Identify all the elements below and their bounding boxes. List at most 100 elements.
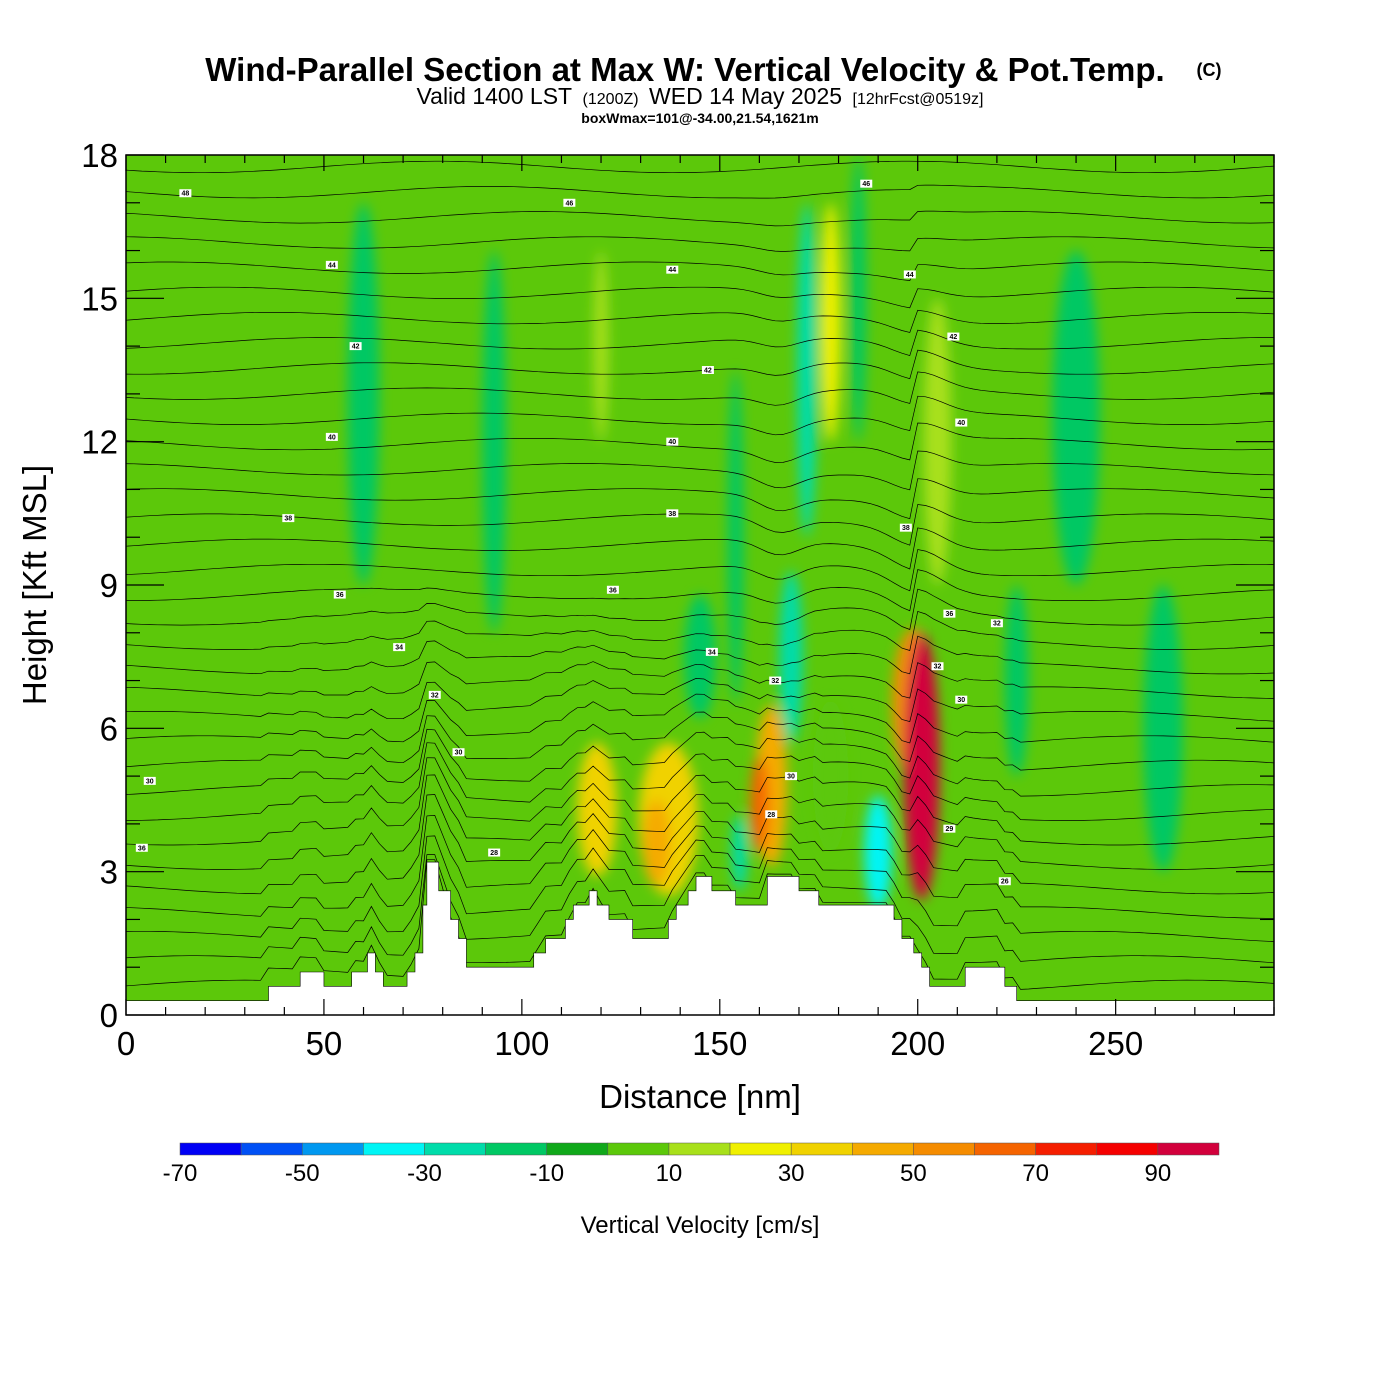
colorbar-label: 70 — [1022, 1160, 1049, 1187]
velocity-cell — [684, 594, 716, 719]
colorbar-segment — [546, 1142, 609, 1156]
isentrope-label: 42 — [704, 368, 712, 375]
isentrope-label-bg — [955, 418, 968, 427]
isentrope-line — [126, 635, 1274, 675]
isentrope-line — [126, 160, 1274, 174]
isentrope-label: 30 — [146, 778, 154, 785]
isentrope-label-bg — [428, 690, 441, 699]
isentrope-line — [126, 349, 1274, 380]
isentrope-label-bg — [990, 619, 1003, 628]
isentrope-label: 26 — [1001, 879, 1009, 886]
isentrope-label: 30 — [957, 697, 965, 704]
colorbar-label: 30 — [778, 1160, 805, 1187]
colorbar-segment — [607, 1142, 670, 1156]
isentrope-line — [126, 757, 1274, 846]
velocity-cell — [727, 370, 744, 705]
velocity-cell — [779, 570, 803, 743]
colorbar-segment — [913, 1142, 975, 1156]
isentrope-line — [126, 678, 1274, 723]
velocity-cell — [1004, 585, 1029, 777]
isentrope-label: 28 — [490, 850, 498, 857]
isentrope-label-bg — [785, 772, 798, 781]
velocity-cell — [482, 250, 507, 633]
colorbar-segment — [424, 1142, 486, 1156]
isentrope-label: 44 — [906, 272, 914, 279]
x-axis: 0 50 100 150 200 250 — [117, 155, 1275, 1062]
isentrope-label-bg — [943, 609, 956, 618]
isentrope-label: 36 — [336, 592, 344, 599]
isentrope-label-bg — [325, 432, 338, 441]
isentrope-line — [126, 859, 1274, 990]
isentrope-line — [126, 794, 1274, 895]
y-tick-label: 0 — [100, 997, 118, 1034]
terrain-mask — [126, 861, 1274, 1015]
isentrope-label-bg — [488, 848, 501, 857]
chart-subtitle: Valid 1400 LST (1200Z) WED 14 May 2025 [… — [417, 83, 984, 109]
isentrope-line — [126, 371, 1274, 406]
velocity-cell — [864, 795, 892, 910]
velocity-cell — [820, 202, 841, 442]
isentrope-label-bg — [955, 695, 968, 704]
isentrope-line — [126, 236, 1274, 252]
x-tick-label: 100 — [494, 1025, 549, 1062]
isentrope-label-bg — [705, 647, 718, 656]
isentrope-line — [126, 549, 1274, 592]
isentrope-line — [126, 774, 1274, 870]
velocity-cell — [796, 202, 817, 538]
isentrope-label: 34 — [708, 649, 716, 656]
colorbar-label: -50 — [285, 1160, 320, 1187]
isentrope-label-bg — [998, 877, 1011, 886]
isentrope-line — [126, 286, 1274, 309]
plot-area: 48 46 46 44 44 44 42 42 42 40 40 40 38 38 38 36 36 36 32 34… — [126, 155, 1274, 1015]
x-axis-title: Distance [nm] — [599, 1078, 801, 1115]
isentrope-label: 32 — [771, 678, 779, 685]
isentrope-label-bg — [666, 509, 679, 518]
y-tick-label: 18 — [81, 137, 118, 174]
colorbar-segment — [363, 1142, 425, 1156]
isentrope-label-bg — [325, 260, 338, 269]
colorbar-segment — [1096, 1142, 1159, 1156]
x-tick-label: 250 — [1088, 1025, 1143, 1062]
isentrope-label: 40 — [668, 439, 676, 446]
velocity-cell — [642, 800, 671, 886]
isentrope-line — [126, 309, 1274, 333]
chart-note: boxWmax=101@-34.00,21.54,1621m — [581, 110, 818, 126]
chart-title: Wind-Parallel Section at Max W: Vertical… — [205, 51, 1164, 88]
velocity-cell — [593, 250, 609, 442]
velocity-cell — [903, 632, 940, 901]
isentrope-label-bg — [135, 843, 148, 852]
x-tick-label: 200 — [890, 1025, 945, 1062]
isentrope-label-bg — [947, 332, 960, 341]
isentrope-label: 32 — [993, 621, 1001, 628]
subtitle-valid: Valid 1400 LST — [417, 83, 573, 109]
isentrope-label-bg — [943, 824, 956, 833]
isentrope-label: 40 — [957, 420, 965, 427]
x-tick-label: 150 — [692, 1025, 747, 1062]
isentrope-label: 28 — [767, 812, 775, 819]
isentrope-labels: 48 46 46 44 44 44 42 42 42 40 40 40 38 38 38 36 36 36 32 34… — [135, 179, 1011, 886]
velocity-cell — [347, 202, 380, 585]
isentrope-line — [126, 588, 1274, 630]
y-tick-label: 9 — [100, 567, 118, 604]
isentrope-label: 36 — [609, 587, 617, 594]
isentrope-line — [126, 395, 1274, 436]
isentrope-line — [126, 329, 1274, 357]
isentrope-label: 48 — [181, 191, 189, 198]
isentrope-lines — [126, 160, 1274, 990]
isentrope-label-bg — [143, 776, 156, 785]
colorbar-label: 50 — [900, 1160, 927, 1187]
isentrope-label-bg — [860, 179, 873, 188]
isentrope-line — [126, 742, 1274, 821]
isentrope-label: 38 — [902, 525, 910, 532]
velocity-cell — [577, 742, 617, 877]
isentrope-line — [126, 661, 1274, 699]
y-tick-label: 3 — [100, 854, 118, 891]
isentrope-label-bg — [606, 585, 619, 594]
colorbar-labels: -70 -50 -30 -10 10 30 50 70 90 — [163, 1160, 1172, 1187]
isentrope-label: 30 — [455, 750, 463, 757]
isentrope-label-bg — [563, 198, 576, 207]
isentrope-line — [126, 422, 1274, 463]
isentrope-label: 46 — [565, 200, 573, 207]
isentrope-label: 38 — [284, 516, 292, 523]
